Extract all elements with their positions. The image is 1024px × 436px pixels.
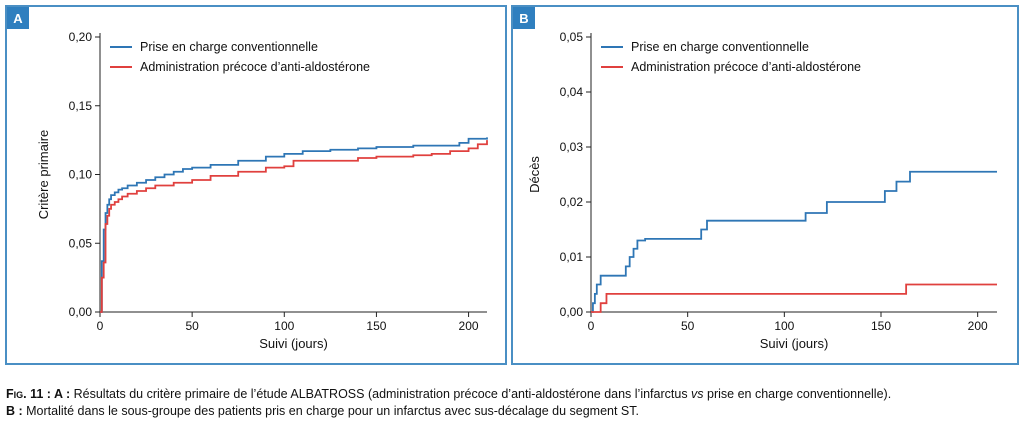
chart-a-y-tick-label: 0,20 bbox=[69, 30, 93, 44]
chart-a-y-tick-label: 0,10 bbox=[69, 168, 93, 182]
chart-b-y-tick-label: 0,05 bbox=[560, 30, 584, 44]
chart-a-x-tick-label: 100 bbox=[274, 319, 294, 333]
caption-text-b: prise en charge conventionnelle). bbox=[703, 387, 892, 401]
chart-b-x-tick-label: 50 bbox=[681, 319, 695, 333]
chart-b-y-tick-label: 0,04 bbox=[560, 85, 584, 99]
chart-b-legend-label: Administration précoce d’anti-aldostéron… bbox=[631, 60, 861, 74]
panel-label-b: B bbox=[513, 7, 535, 29]
caption-vs: vs bbox=[691, 387, 704, 401]
chart-a-x-tick-label: 50 bbox=[185, 319, 199, 333]
chart-b-legend-label: Prise en charge conventionnelle bbox=[631, 40, 809, 54]
caption-text-a: Résultats du critère primaire de l’étude… bbox=[70, 387, 692, 401]
caption-line-2: B : Mortalité dans le sous-groupe des pa… bbox=[6, 403, 1018, 420]
chart-panel-b: B 0,00 0,01 0,02 0,03 0,04 0,05 0 50 100 150 200 Su… bbox=[511, 5, 1019, 365]
chart-b-y-tick-label: 0,02 bbox=[560, 195, 584, 209]
caption-b-label: B : bbox=[6, 404, 23, 418]
chart-b-x-tick-label: 100 bbox=[774, 319, 794, 333]
chart-a-x-tick-label: 200 bbox=[459, 319, 479, 333]
chart-b-y-tick-label: 0,03 bbox=[560, 140, 584, 154]
chart-a-series-line-early bbox=[100, 140, 488, 313]
chart-a-series-line-conventional bbox=[100, 137, 488, 313]
chart-a-legend-label: Administration précoce d’anti-aldostéron… bbox=[140, 60, 370, 74]
chart-b-series-line-conventional bbox=[591, 170, 997, 313]
panel-label-a: A bbox=[7, 7, 29, 29]
chart-b-x-tick-label: 200 bbox=[968, 319, 988, 333]
chart-b-y-tick-label: 0,00 bbox=[560, 305, 584, 319]
chart-a-svg: 0,00 0,05 0,10 0,15 0,20 0 50 100 150 200 Suivi (j… bbox=[36, 30, 488, 351]
chart-b-x-tick-label: 150 bbox=[871, 319, 891, 333]
chart-a-y-tick-label: 0,00 bbox=[69, 305, 93, 319]
chart-b-x-tick-label: 0 bbox=[588, 319, 595, 333]
chart-a-y-axis-label: Critère primaire bbox=[36, 130, 51, 220]
caption-line-1: Fig. 11 : A : Résultats du critère prima… bbox=[6, 386, 1018, 403]
chart-a-y-tick-label: 0,15 bbox=[69, 99, 93, 113]
caption-text-2: Mortalité dans le sous-groupe des patien… bbox=[22, 404, 639, 418]
chart-b-svg: 0,00 0,01 0,02 0,03 0,04 0,05 0 50 100 150 200 Suiv… bbox=[527, 30, 997, 351]
chart-b-series-line-early bbox=[591, 283, 997, 313]
chart-a-x-tick-label: 0 bbox=[97, 319, 104, 333]
caption-fig-label: Fig. 11 : A : bbox=[6, 387, 71, 401]
chart-b-x-axis-label: Suivi (jours) bbox=[760, 336, 829, 351]
chart-a-x-tick-label: 150 bbox=[366, 319, 386, 333]
chart-b-y-tick-label: 0,01 bbox=[560, 250, 584, 264]
chart-a-x-axis-label: Suivi (jours) bbox=[259, 336, 328, 351]
chart-panel-a: A 0,00 0,05 0,10 0,15 0,20 0 50 100 150 200 Suivi … bbox=[5, 5, 507, 365]
chart-a-legend-label: Prise en charge conventionnelle bbox=[140, 40, 318, 54]
chart-a-y-tick-label: 0,05 bbox=[69, 236, 93, 250]
chart-b-y-axis-label: Décès bbox=[527, 156, 542, 193]
figure-caption: Fig. 11 : A : Résultats du critère prima… bbox=[6, 386, 1018, 420]
